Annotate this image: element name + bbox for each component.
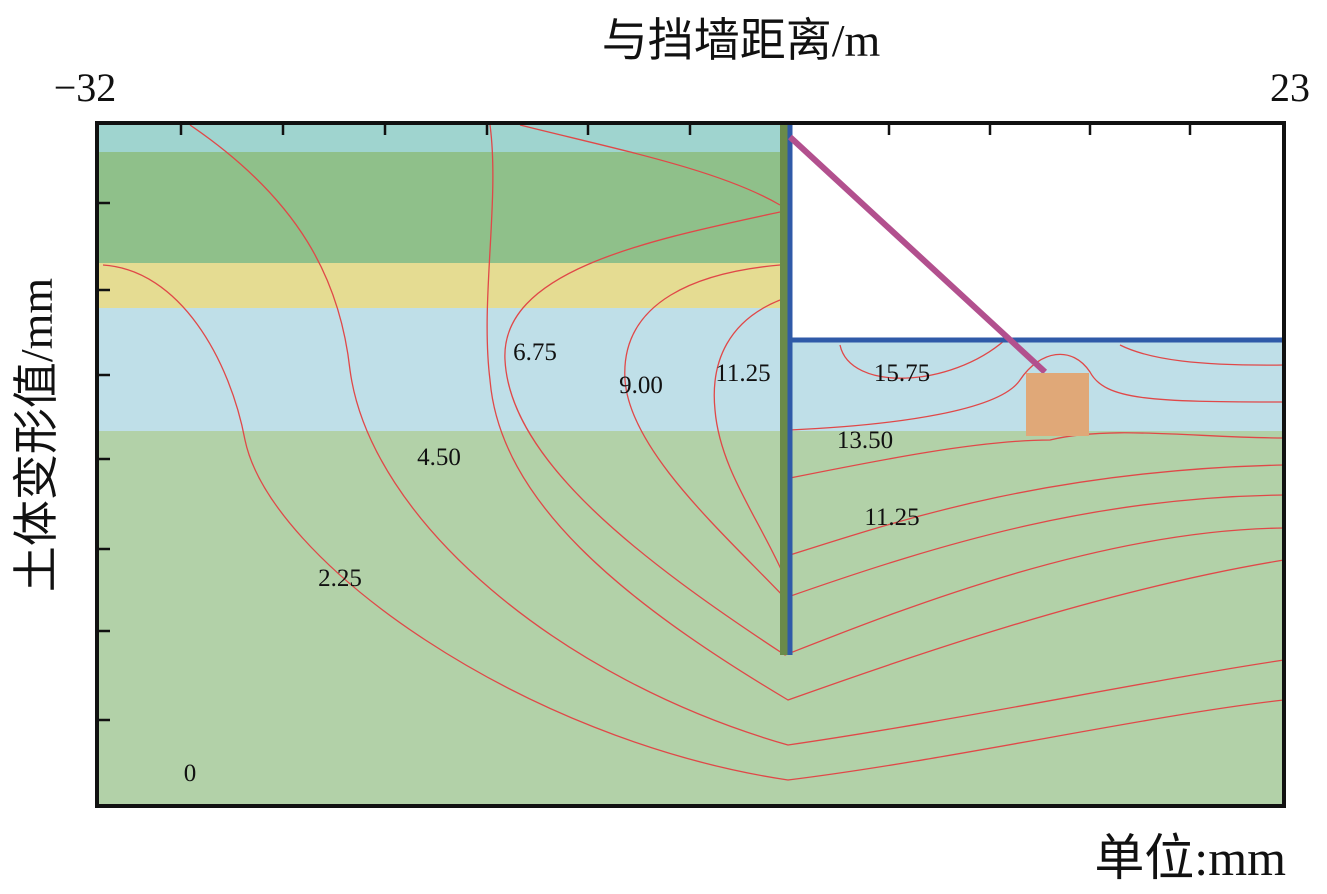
- contour: [789, 353, 1285, 431]
- wall: [780, 123, 789, 655]
- ticks: [97, 123, 1192, 722]
- contour: [504, 211, 1285, 656]
- contour: [486, 124, 1285, 701]
- excavation: [790, 123, 1284, 340]
- contour-label: 0: [184, 760, 197, 787]
- footing: [1026, 373, 1089, 436]
- contour: [789, 464, 1285, 556]
- layer: [97, 431, 1284, 806]
- title: 与挡墙距离/m: [602, 15, 881, 66]
- contour-label: 9.00: [619, 372, 663, 399]
- contour-label: 4.50: [417, 444, 461, 471]
- x-left-label: −32: [54, 65, 117, 110]
- contour-label: 11.25: [864, 504, 919, 531]
- contour: [839, 339, 1006, 379]
- contour: [713, 299, 786, 579]
- contour: [624, 264, 1285, 599]
- contour: [189, 124, 1285, 746]
- contour: [519, 124, 781, 206]
- contours: [102, 124, 1285, 781]
- contour-label: 11.25: [715, 360, 770, 387]
- contour: [789, 432, 1285, 479]
- y-axis-label: 土体变形值/mm: [11, 278, 62, 593]
- contour: [1119, 344, 1285, 366]
- contour: [102, 264, 1285, 781]
- contour-label: 6.75: [513, 339, 557, 366]
- strut: [787, 134, 1048, 375]
- contour-label: 15.75: [874, 360, 930, 387]
- contour-label: 2.25: [318, 565, 362, 592]
- contour-label: 13.50: [837, 427, 893, 454]
- x-right-label: 23: [1270, 65, 1310, 110]
- unit-note: 单位:mm: [1094, 830, 1286, 886]
